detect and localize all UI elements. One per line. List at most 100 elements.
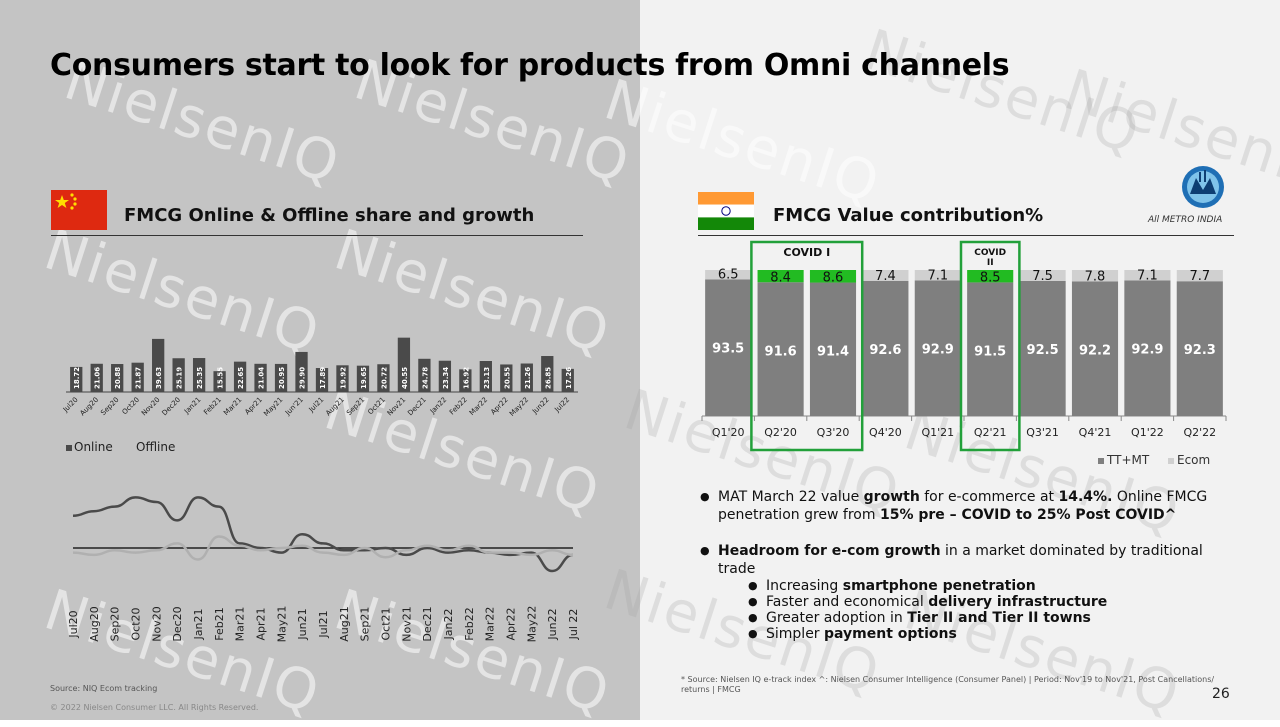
ecom-value-label: 7.5 xyxy=(1032,269,1053,284)
ecom-bar xyxy=(914,270,961,281)
line-x-label: Oct20 xyxy=(130,607,143,640)
online-bar xyxy=(418,358,431,392)
online-bar xyxy=(541,356,554,392)
online-legend: Online xyxy=(66,440,113,454)
bar-value-label: 19.65 xyxy=(360,367,368,389)
ecom-bar xyxy=(1176,270,1223,282)
bar-value-label: 20.88 xyxy=(114,367,122,389)
online-bar xyxy=(377,364,390,392)
bar-category-label: Sep20 xyxy=(99,396,120,417)
insights-bullets: MAT March 22 value growth for e-commerce… xyxy=(700,488,1220,642)
ttmt-value-label: 91.4 xyxy=(817,345,849,360)
bar-category-label: Mar22 xyxy=(468,396,489,417)
bar-value-label: 24.78 xyxy=(421,367,429,389)
x-category-label: Q1'20 xyxy=(712,426,745,439)
online-bar xyxy=(438,360,452,392)
brand-name: All METRO INDIA xyxy=(1148,215,1223,225)
online-legend-label: Online xyxy=(74,440,113,454)
ttmt-swatch xyxy=(1098,457,1104,464)
line-x-label: May22 xyxy=(525,606,538,643)
bar-value-label: 23.34 xyxy=(442,367,450,389)
covid-2-label: COVID xyxy=(974,248,1006,258)
bar-value-label: 20.72 xyxy=(380,367,388,389)
line-x-label: Apr22 xyxy=(505,607,518,640)
line-x-label: Nov20 xyxy=(150,606,163,641)
bar-value-label: 39.63 xyxy=(155,367,163,389)
bar-category-label: May22 xyxy=(508,396,530,418)
line-x-label: Dec21 xyxy=(421,606,434,641)
bullet-text-run: Online FMCG penetration grew from xyxy=(718,489,1208,523)
bar-value-label: 25.19 xyxy=(176,367,184,389)
bar-value-label: 21.04 xyxy=(258,367,266,389)
right-divider xyxy=(698,235,1234,236)
ttmt-value-label: 92.9 xyxy=(922,342,954,357)
ecom-value-label: 8.6 xyxy=(823,271,844,286)
bar-category-label: Oct21 xyxy=(366,396,387,417)
left-section-title: FMCG Online & Offline share and growth xyxy=(124,205,535,226)
online-bar xyxy=(520,363,533,392)
bullet-text-run: payment options xyxy=(824,626,957,642)
bar-value-label: 20.55 xyxy=(503,367,511,389)
line-x-label: Jan21 xyxy=(192,609,205,641)
online-bar xyxy=(254,363,267,392)
line-x-label: Apr21 xyxy=(255,607,268,640)
bullet-text-run: growth xyxy=(863,489,920,505)
line-x-label: Jul21 xyxy=(317,610,330,638)
x-category-label: Q2'20 xyxy=(764,426,797,439)
ecom-bar xyxy=(967,270,1014,283)
x-category-label: Q2'22 xyxy=(1183,426,1216,439)
ttmt-value-label: 92.3 xyxy=(1184,343,1216,358)
bar-category-label: Jan22 xyxy=(428,396,448,416)
ecom-legend: Ecom xyxy=(1168,453,1210,467)
value-contribution-chart: 93.5 6.5 Q1'20 91.6 8.4 Q2'20 91.4 8.6 Q3'20 92.6… xyxy=(701,240,1227,452)
x-category-label: Q1'21 xyxy=(921,426,954,439)
ecom-bar xyxy=(809,270,857,283)
online-bar xyxy=(172,358,185,392)
online-bar xyxy=(336,365,349,392)
x-category-label: Q1'22 xyxy=(1131,426,1164,439)
online-bar xyxy=(315,368,329,392)
online-line xyxy=(72,496,574,573)
ttmt-bar xyxy=(1124,280,1171,416)
bar-value-label: 16.92 xyxy=(462,367,470,389)
bar-category-label: Dec21 xyxy=(406,396,428,418)
online-bar xyxy=(500,364,513,392)
line-x-label: Dec20 xyxy=(171,606,184,641)
bar-category-label: Jul21 xyxy=(307,396,326,415)
bullet-text-run: Greater adoption in xyxy=(766,610,908,626)
ecom-value-label: 7.1 xyxy=(1137,268,1158,283)
bar-value-label: 25.35 xyxy=(196,367,204,389)
bar-value-label: 17.26 xyxy=(565,367,573,389)
online-legend-swatch xyxy=(66,444,72,451)
ecom-value-label: 8.5 xyxy=(980,270,1001,285)
ecom-bar xyxy=(1071,270,1119,282)
bullet-text-run: in a market dominated by traditional tra… xyxy=(718,543,1203,577)
bar-value-label: 23.13 xyxy=(483,367,491,389)
bullet-text-run: Tier II and Tier II towns xyxy=(907,610,1091,626)
line-x-label: May21 xyxy=(275,606,288,643)
ttmt-bar xyxy=(1071,281,1119,416)
bullet-headroom: Headroom for e-com growth in a market do… xyxy=(700,542,1220,578)
bar-category-label: Feb21 xyxy=(202,396,223,417)
line-x-label: Aug21 xyxy=(338,606,351,641)
bar-category-label: May21 xyxy=(262,396,284,418)
bullet-text-run: Headroom for e-com growth xyxy=(718,543,941,559)
ecom-value-label: 7.4 xyxy=(875,269,896,284)
bar-value-label: 19.92 xyxy=(339,367,347,389)
online-bar xyxy=(90,363,103,392)
offline-line xyxy=(72,535,574,561)
right-section-title: FMCG Value contribution% xyxy=(773,205,1044,226)
bullet-text-run: delivery infrastructure xyxy=(928,594,1108,610)
china-flag-icon xyxy=(51,190,107,230)
line-x-label: Nov21 xyxy=(400,606,413,641)
ecom-swatch xyxy=(1168,457,1174,464)
offline-legend-swatch xyxy=(128,444,134,451)
line-x-label: Mar21 xyxy=(234,607,247,642)
page-title: Consumers start to look for products fro… xyxy=(50,48,1010,83)
ecom-value-label: 6.5 xyxy=(718,267,739,282)
covid-1-label: COVID I xyxy=(783,246,830,259)
line-x-label: Feb22 xyxy=(463,607,476,640)
ttmt-legend: TT+MT xyxy=(1098,453,1149,467)
offline-legend-label: Offline xyxy=(136,440,176,454)
bar-category-label: Jun22 xyxy=(530,396,550,416)
